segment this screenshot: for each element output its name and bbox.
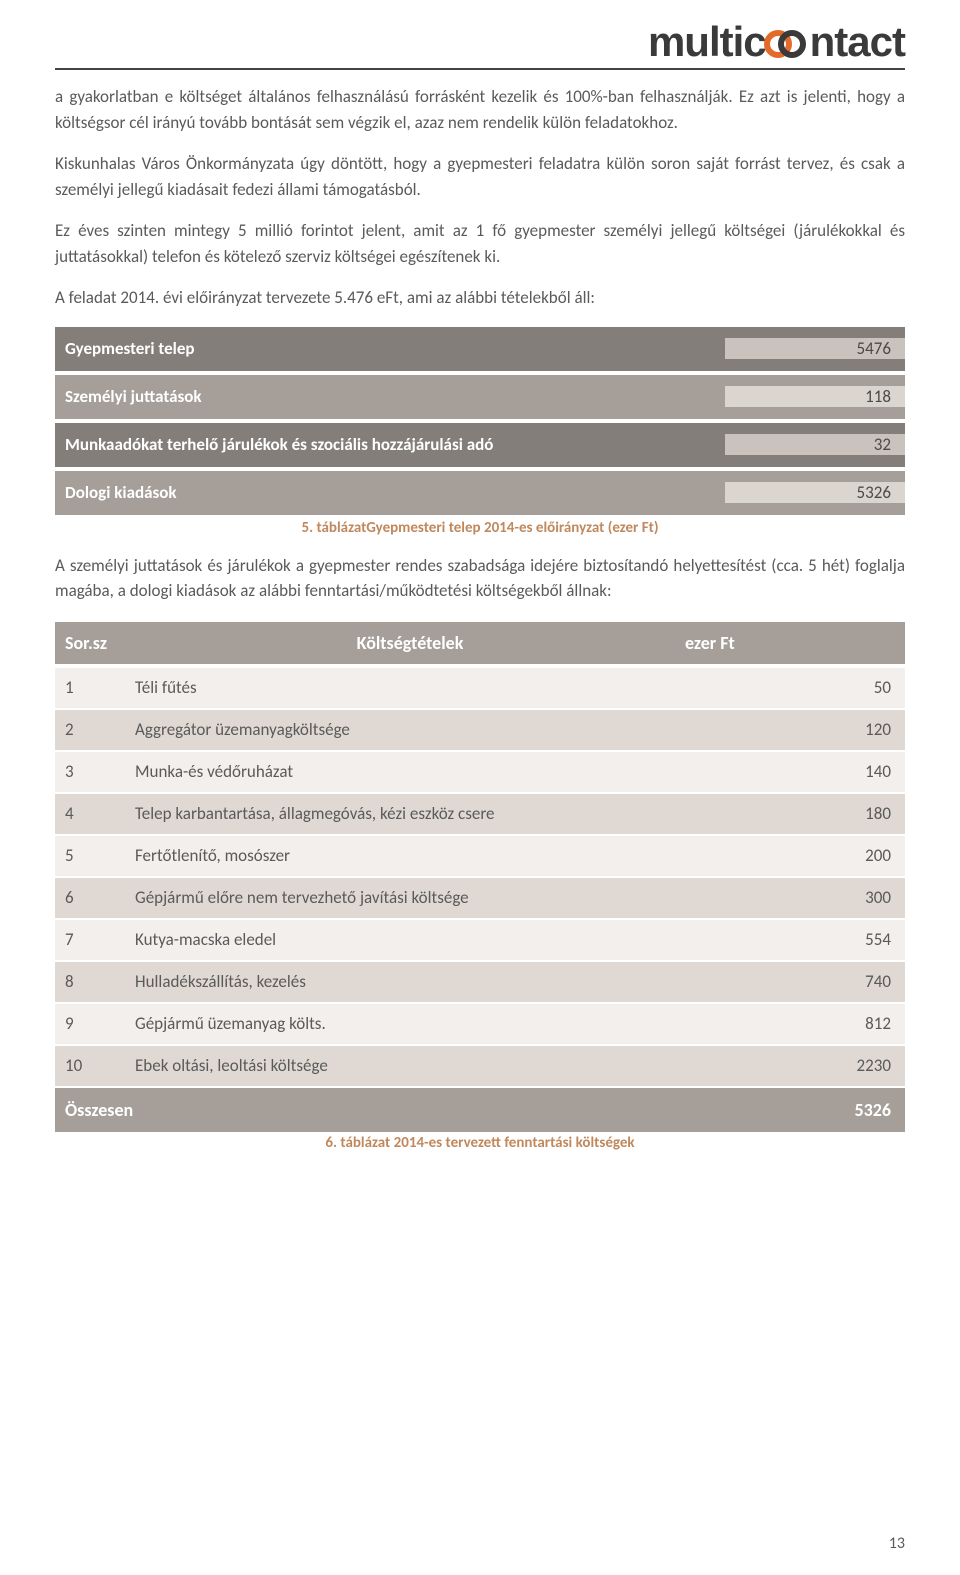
row-num: 9 xyxy=(55,1013,135,1034)
brand-rings-icon xyxy=(764,22,812,60)
table1-caption: 5. táblázatGyepmesteri telep 2014-es elő… xyxy=(55,519,905,537)
row-num: 2 xyxy=(55,719,135,740)
table2-row: 2Aggregátor üzemanyagköltsége120 xyxy=(55,710,905,752)
row-item: Gépjármű előre nem tervezhető javítási k… xyxy=(135,887,785,908)
paragraph-5: A személyi juttatások és járulékok a gye… xyxy=(55,553,905,604)
table2-row: 6Gépjármű előre nem tervezhető javítási … xyxy=(55,878,905,920)
paragraph-2: Kiskunhalas Város Önkormányzata úgy dönt… xyxy=(55,151,905,202)
total-value: 5326 xyxy=(785,1099,905,1121)
col-header-value: ezer Ft xyxy=(685,632,905,654)
row-value: 200 xyxy=(785,845,905,866)
table1-value: 5476 xyxy=(725,338,905,359)
paragraph-4: A feladat 2014. évi előirányzat tervezet… xyxy=(55,285,905,311)
col-header-item: Költségtételek xyxy=(135,632,685,654)
row-num: 3 xyxy=(55,761,135,782)
page-number: 13 xyxy=(889,1534,905,1553)
budget-summary-table: Gyepmesteri telep5476Személyi juttatások… xyxy=(55,327,905,515)
cost-items-table: 1Téli fűtés502Aggregátor üzemanyagköltsé… xyxy=(55,668,905,1088)
table1-label: Gyepmesteri telep xyxy=(55,338,725,359)
table2-caption: 6. táblázat 2014-es tervezett fenntartás… xyxy=(55,1134,905,1152)
row-value: 120 xyxy=(785,719,905,740)
paragraph-1: a gyakorlatban e költséget általános fel… xyxy=(55,84,905,135)
table1-row: Dologi kiadások5326 xyxy=(55,471,905,515)
brand-part1: multic xyxy=(648,21,766,63)
table2-row: 8Hulladékszállítás, kezelés740 xyxy=(55,962,905,1004)
row-item: Aggregátor üzemanyagköltsége xyxy=(135,719,785,740)
row-item: Kutya-macska eledel xyxy=(135,929,785,950)
row-item: Téli fűtés xyxy=(135,677,785,698)
row-num: 8 xyxy=(55,971,135,992)
row-value: 140 xyxy=(785,761,905,782)
row-value: 740 xyxy=(785,971,905,992)
row-value: 812 xyxy=(785,1013,905,1034)
page-header: multic ntact xyxy=(55,0,905,70)
row-item: Telep karbantartása, állagmegóvás, kézi … xyxy=(135,803,785,824)
row-num: 4 xyxy=(55,803,135,824)
row-value: 554 xyxy=(785,929,905,950)
table1-label: Személyi juttatások xyxy=(55,386,725,407)
row-value: 2230 xyxy=(785,1055,905,1076)
table1-value: 118 xyxy=(725,386,905,407)
table2-row: 5Fertőtlenítő, mosószer200 xyxy=(55,836,905,878)
table2-row: 9Gépjármű üzemanyag költs.812 xyxy=(55,1004,905,1046)
cost-items-header: Sor.sz Költségtételek ezer Ft xyxy=(55,622,905,664)
cost-items-total: Összesen 5326 xyxy=(55,1088,905,1132)
table2-row: 4Telep karbantartása, állagmegóvás, kézi… xyxy=(55,794,905,836)
table1-value: 5326 xyxy=(725,482,905,503)
brand-part2: ntact xyxy=(810,21,905,63)
row-value: 300 xyxy=(785,887,905,908)
table2-row: 7Kutya-macska eledel554 xyxy=(55,920,905,962)
row-item: Ebek oltási, leoltási költsége xyxy=(135,1055,785,1076)
table2-row: 1Téli fűtés50 xyxy=(55,668,905,710)
row-num: 1 xyxy=(55,677,135,698)
row-num: 7 xyxy=(55,929,135,950)
brand-logo: multic ntact xyxy=(648,18,905,68)
row-item: Munka-és védőruházat xyxy=(135,761,785,782)
row-item: Fertőtlenítő, mosószer xyxy=(135,845,785,866)
table1-row: Személyi juttatások118 xyxy=(55,375,905,419)
row-num: 6 xyxy=(55,887,135,908)
total-label: Összesen xyxy=(55,1099,785,1121)
row-num: 5 xyxy=(55,845,135,866)
table1-label: Dologi kiadások xyxy=(55,482,725,503)
col-header-num: Sor.sz xyxy=(55,632,135,654)
row-item: Gépjármű üzemanyag költs. xyxy=(135,1013,785,1034)
table2-row: 3Munka-és védőruházat140 xyxy=(55,752,905,794)
row-value: 180 xyxy=(785,803,905,824)
table1-value: 32 xyxy=(725,434,905,455)
table1-row: Munkaadókat terhelő járulékok és szociál… xyxy=(55,423,905,467)
row-item: Hulladékszállítás, kezelés xyxy=(135,971,785,992)
row-value: 50 xyxy=(785,677,905,698)
paragraph-3: Ez éves szinten mintegy 5 millió forinto… xyxy=(55,218,905,269)
table1-row: Gyepmesteri telep5476 xyxy=(55,327,905,371)
row-num: 10 xyxy=(55,1055,135,1076)
table2-row: 10Ebek oltási, leoltási költsége2230 xyxy=(55,1046,905,1088)
table1-label: Munkaadókat terhelő járulékok és szociál… xyxy=(55,434,725,455)
